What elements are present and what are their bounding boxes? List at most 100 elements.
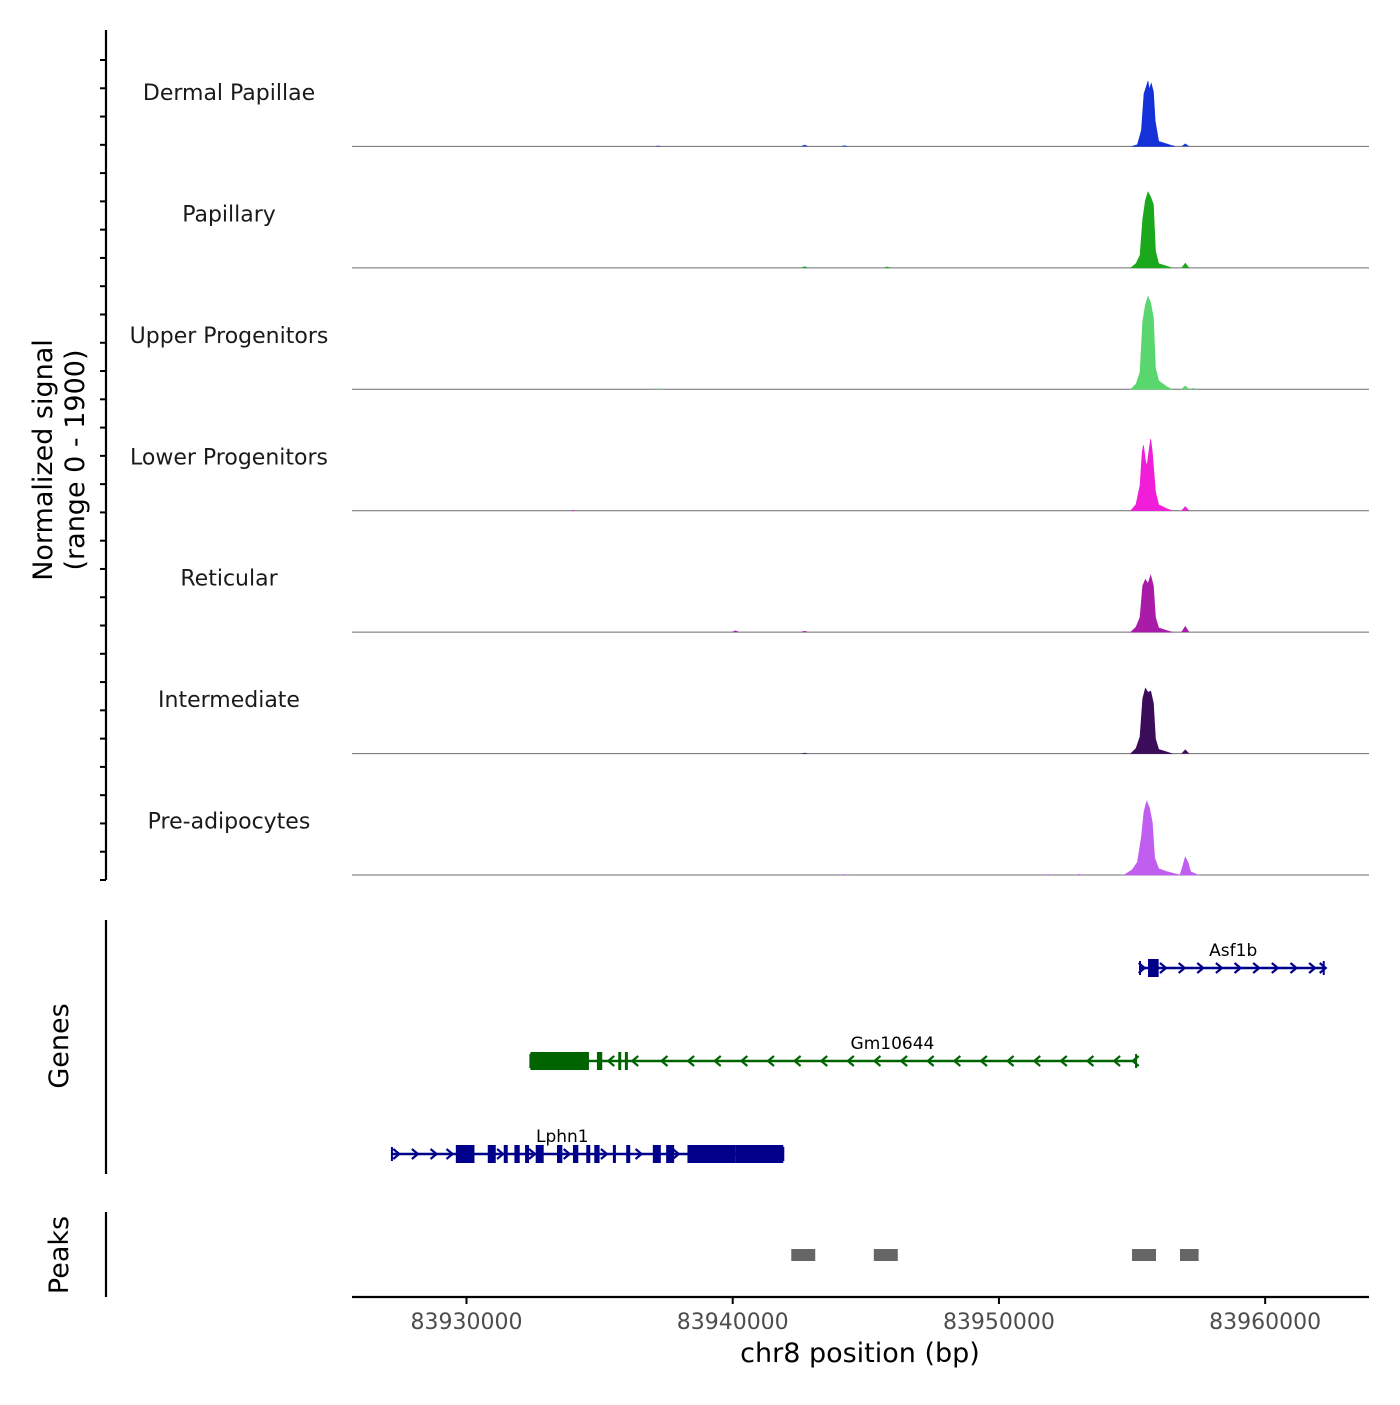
coverage-minor-peak: [1181, 262, 1190, 268]
track-label: Upper Progenitors: [130, 324, 329, 349]
peaks-panel: [104, 1212, 1199, 1297]
peaks-y-axis-title: Peaks: [44, 1216, 75, 1294]
coverage-minor-peak: [654, 145, 663, 147]
gene-exon: [535, 1145, 544, 1163]
gene-strand-arrow: [846, 1055, 855, 1067]
gene-exon: [652, 1145, 661, 1163]
x-axis: 83930000 83940000 83950000 83960000: [352, 1295, 1369, 1335]
gene-strand-arrow: [1112, 1055, 1121, 1067]
track-label: Reticular: [180, 567, 278, 592]
gene-strand-arrow: [496, 1148, 505, 1160]
track-label: Papillary: [182, 202, 276, 227]
gene-strand-arrow: [528, 1148, 537, 1160]
gene-strand-arrow: [1059, 1055, 1068, 1067]
gene-label: Lphn1: [536, 1127, 589, 1147]
x-axis-title: chr8 position (bp): [740, 1338, 980, 1369]
coverage-peak: [1130, 687, 1173, 755]
gene-strand-arrow: [1289, 962, 1299, 974]
gene-strand-arrow: [429, 1148, 439, 1160]
gene-exon: [556, 1145, 563, 1163]
gene-strand-arrow: [766, 1055, 775, 1067]
coverage-minor-peak: [1181, 506, 1190, 511]
coverage-minor-peak: [1189, 388, 1198, 390]
x-tick-label: 83950000: [943, 1310, 1055, 1335]
gene-strand-arrow: [899, 1055, 908, 1067]
gene-strand-arrow: [630, 1055, 639, 1067]
track-label: Pre-adipocytes: [148, 810, 311, 835]
gene-strand-arrow: [600, 1148, 609, 1160]
gene-strand-arrow: [872, 1055, 882, 1067]
gene-strand-arrow: [713, 1055, 722, 1067]
coverage-minor-peak: [1181, 385, 1190, 390]
gene-strand-arrow: [819, 1055, 828, 1067]
x-tick-label: 83930000: [410, 1310, 522, 1335]
gene-strand-arrow: [1319, 962, 1328, 974]
coverage-minor-peak: [840, 874, 849, 875]
gene-strand-arrow: [606, 1055, 615, 1067]
track-label: Lower Progenitors: [130, 445, 328, 470]
coverage-minor-peak: [800, 144, 809, 147]
gene-strand-arrow: [672, 1148, 681, 1160]
x-tick-label: 83940000: [677, 1310, 789, 1335]
gene-strand-arrow: [1271, 962, 1280, 974]
gene-strand-arrow: [792, 1055, 802, 1067]
gene-exon: [687, 1145, 736, 1163]
gene-exon: [626, 1145, 631, 1163]
coverage-peak: [1130, 574, 1173, 633]
gene-exon: [624, 1052, 628, 1070]
peak-region: [1179, 1249, 1199, 1261]
genes-y-axis-title: Genes: [44, 1003, 75, 1088]
gene-strand-arrow: [1032, 1055, 1041, 1067]
gene-exon: [618, 1052, 622, 1070]
gene-exon: [572, 1145, 579, 1163]
gene-strand-arrow: [926, 1055, 935, 1067]
gene-exon: [455, 1145, 475, 1163]
gene-strand-arrow: [659, 1055, 669, 1067]
x-tick-label: 83960000: [1209, 1310, 1321, 1335]
coverage-minor-peak: [840, 145, 849, 147]
gene-label: Gm10644: [851, 1034, 935, 1054]
gene-exon: [735, 1145, 784, 1163]
gene-exon: [594, 1145, 600, 1163]
coverage-minor-peak: [1181, 749, 1190, 754]
coverage-minor-peak: [568, 509, 577, 511]
gene-strand-arrow: [1233, 962, 1243, 974]
gene-strand-arrow: [739, 1055, 749, 1067]
gene-strand-arrow: [445, 1148, 455, 1160]
gene-exon: [525, 1145, 530, 1163]
coverage-peak: [1131, 80, 1175, 147]
coverage-peak: [1130, 191, 1173, 269]
peak-region: [1132, 1249, 1157, 1261]
gene-strand-arrow: [1215, 962, 1224, 974]
gene-strand-arrow: [562, 1148, 572, 1160]
peak-region: [873, 1249, 898, 1261]
coverage-minor-peak: [800, 752, 809, 754]
gene-strand-arrow: [1005, 1055, 1015, 1067]
gene-strand-arrow: [1196, 962, 1205, 974]
peak-region: [791, 1249, 816, 1261]
track-label: Dermal Papillae: [143, 81, 315, 106]
coverage-minor-peak: [1074, 873, 1083, 875]
gene-strand-arrow: [1159, 962, 1168, 974]
coverage-y-axis-title-line2: (range 0 - 1900): [60, 350, 91, 571]
gene-strand-arrow: [1252, 962, 1261, 974]
coverage-minor-peak: [883, 266, 892, 268]
gene-exon: [596, 1052, 603, 1070]
gene-strand-arrow: [1308, 962, 1317, 974]
coverage-minor-peak: [800, 266, 809, 268]
coverage-peak: [1123, 800, 1199, 876]
gene-exon: [503, 1145, 508, 1163]
gene-strand-arrow: [392, 1148, 401, 1160]
coverage-minor-peak: [1181, 625, 1190, 633]
coverage-peak: [1130, 438, 1173, 512]
gene-strand-arrow: [1177, 962, 1187, 974]
coverage-minor-peak: [731, 630, 740, 633]
gene-strand-arrow: [979, 1055, 988, 1067]
gene-strand-arrow: [686, 1055, 695, 1067]
gene-strand-arrow: [411, 1148, 420, 1160]
coverage-minor-peak: [1045, 874, 1054, 875]
gene-exon: [514, 1145, 520, 1163]
